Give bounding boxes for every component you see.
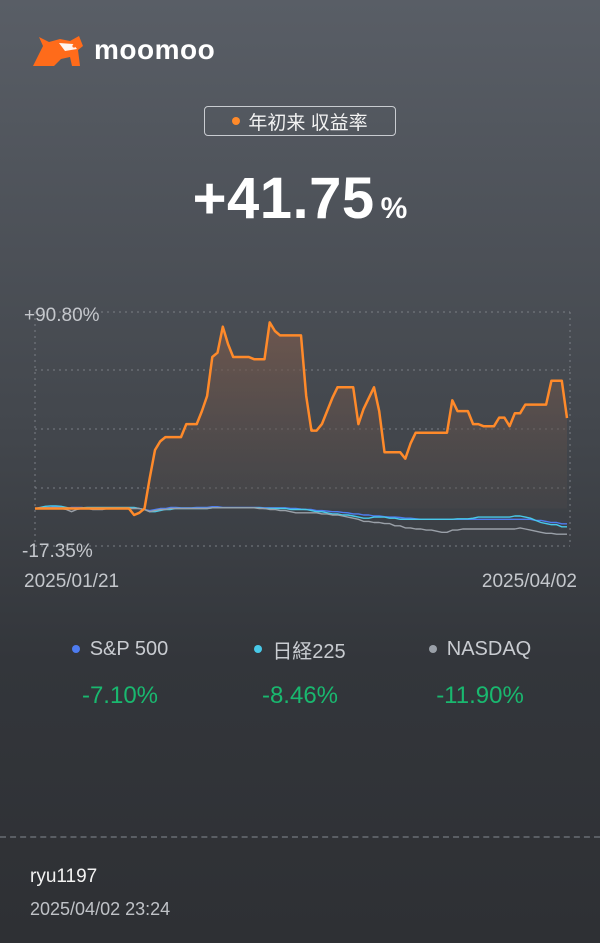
legend-value: -11.90% xyxy=(436,682,524,709)
legend-name-row: NASDAQ xyxy=(380,636,580,662)
legend-label: 日経225 xyxy=(272,640,346,663)
legend-label: S&P 500 xyxy=(89,637,169,660)
legend-value: -7.10% xyxy=(81,682,159,709)
x-end-label: 2025/04/02 xyxy=(482,571,577,592)
username: ryu1197 xyxy=(30,866,98,887)
sp500-dot-icon xyxy=(71,645,80,653)
legend-name-row: S&P 500 xyxy=(20,636,220,662)
legend-label: NASDAQ xyxy=(446,637,532,660)
metric-selector[interactable]: 年初来 収益率 xyxy=(204,106,396,136)
footer-divider xyxy=(0,836,600,838)
benchmark-legend: S&P 500 -7.10% 日経225 -8.46% NASDAQ -11.9… xyxy=(0,636,600,716)
metric-label: 年初来 収益率 xyxy=(248,112,368,134)
legend-item-sp500: S&P 500 -7.10% xyxy=(20,636,220,710)
return-unit: % xyxy=(380,192,408,225)
return-number: +41.75 xyxy=(192,166,375,231)
legend-name-row: 日経225 xyxy=(200,636,400,663)
return-value: +41.75% xyxy=(0,165,600,232)
y-max-label: +90.80% xyxy=(24,305,100,326)
series-lines xyxy=(34,321,569,535)
timestamp: 2025/04/02 23:24 xyxy=(30,899,171,919)
moomoo-bull-logo-icon xyxy=(33,36,83,66)
benchmark-line-nasdaq xyxy=(34,507,567,535)
nikkei225-dot-icon xyxy=(254,645,263,653)
brand-logo: moomoo xyxy=(30,30,215,70)
brand-name: moomoo xyxy=(94,34,216,65)
legend-item-nasdaq: NASDAQ -11.90% xyxy=(380,636,580,710)
portfolio-line xyxy=(35,321,569,517)
x-start-label: 2025/01/21 xyxy=(24,571,119,592)
y-min-label: -17.35% xyxy=(22,541,93,562)
portfolio-area xyxy=(35,322,567,515)
metric-dot-icon xyxy=(232,117,241,125)
performance-chart: +90.80% -17.35% 2025/01/21 2025/04/02 xyxy=(22,305,577,592)
legend-item-nikkei225: 日経225 -8.46% xyxy=(200,636,400,710)
legend-value: -8.46% xyxy=(261,682,339,709)
nasdaq-dot-icon xyxy=(428,645,437,653)
